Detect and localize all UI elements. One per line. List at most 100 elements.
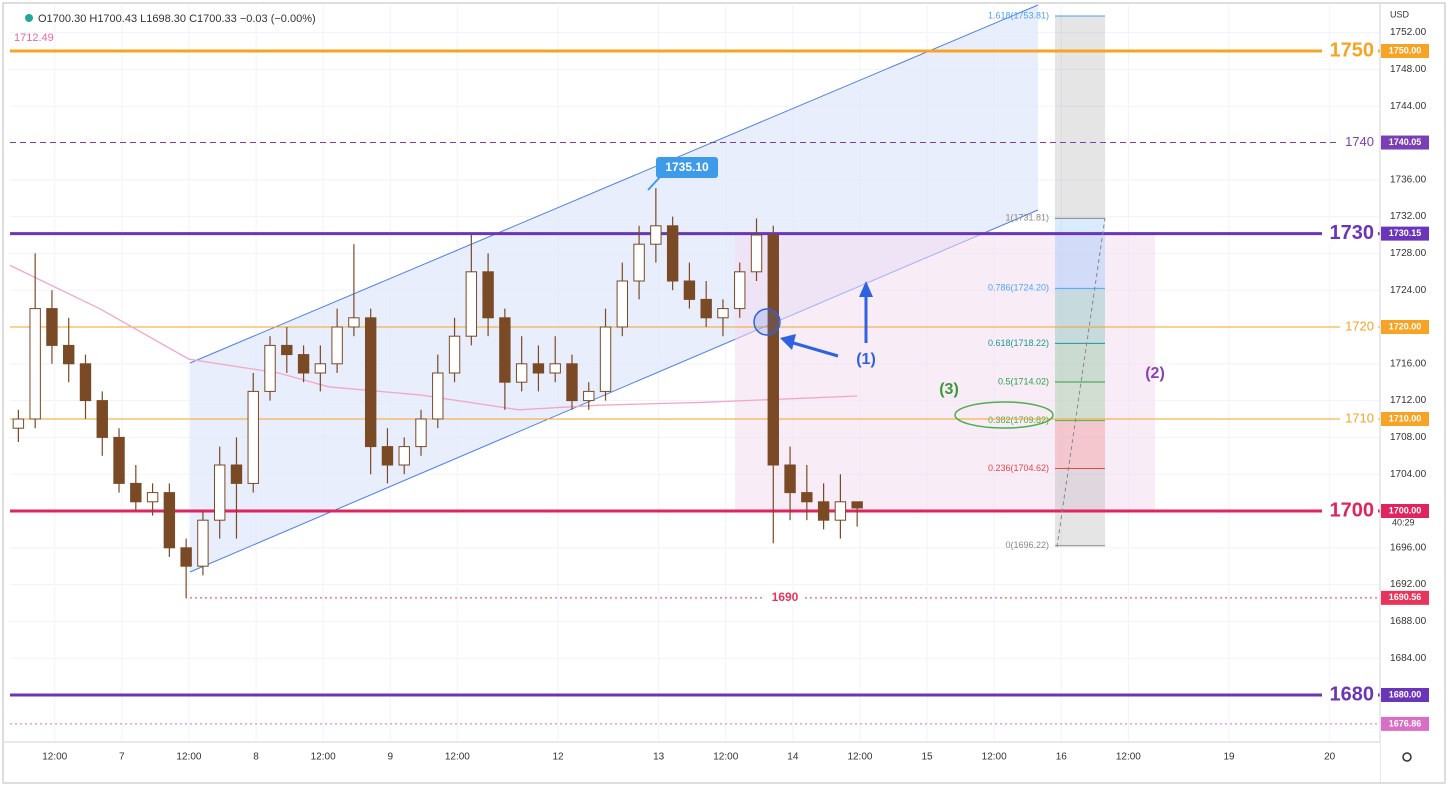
y-tick-label: 1732.00	[1390, 211, 1427, 222]
fib-band	[1055, 288, 1105, 344]
candle-body	[197, 519, 209, 567]
channel-fill	[190, 5, 1038, 572]
settings-icon[interactable]	[1402, 752, 1412, 762]
high-label: 1735.10	[665, 160, 709, 174]
price-badge	[1381, 44, 1429, 58]
candle-body	[650, 225, 662, 245]
candle-body	[415, 418, 427, 448]
fib-ellipse	[954, 401, 1054, 429]
x-tick-label: 15	[921, 752, 933, 763]
candle-body	[499, 317, 511, 383]
y-tick-label: 1748.00	[1390, 64, 1427, 75]
drawings	[189, 4, 1155, 573]
callout-pointer	[647, 176, 661, 191]
fib-label: 1.618(1753.81)	[988, 10, 1049, 20]
price-badge	[1381, 688, 1429, 702]
fib-label: 0.5(1714.02)	[998, 376, 1049, 386]
candle-body	[348, 317, 360, 328]
candle-body	[29, 308, 41, 420]
fib-band	[1055, 468, 1105, 546]
channel-upper	[189, 4, 1039, 364]
annotations: (1) (2) (3) 1735.10	[647, 157, 1165, 548]
candle-body	[683, 280, 696, 300]
candle-body	[146, 492, 159, 503]
y-tick-label: 1684.00	[1390, 653, 1427, 664]
candle-body	[448, 335, 461, 374]
x-tick-label: 12:00	[1116, 752, 1141, 763]
callout-box	[656, 157, 718, 178]
candle-body	[616, 280, 629, 328]
candle-body	[801, 492, 813, 503]
level-label: 1720	[1345, 318, 1374, 333]
candle-body	[398, 446, 410, 466]
price-badge	[1381, 716, 1429, 731]
candle-body	[734, 271, 746, 310]
candle-body	[12, 418, 25, 429]
candle-body	[583, 390, 595, 402]
candle-body	[113, 436, 125, 484]
price-badge-label: 1730.15	[1389, 228, 1422, 238]
fib-label: 0.236(1704.62)	[988, 463, 1049, 473]
label-bg	[1340, 135, 1378, 150]
candle-body	[666, 225, 679, 282]
candle-body	[834, 501, 847, 521]
label-bg	[765, 589, 805, 606]
x-tick-label: 12:00	[42, 752, 67, 763]
price-badge-label: 1710.00	[1389, 413, 1422, 423]
candle-body	[515, 363, 528, 383]
candle-body	[213, 464, 226, 521]
price-badge-label: 1690.56	[1389, 592, 1422, 602]
y-tick-label: 1692.00	[1390, 579, 1427, 590]
arrow	[789, 340, 839, 358]
annotation: (2)	[1145, 365, 1165, 382]
y-tick-label: 1688.00	[1390, 616, 1427, 627]
candle-body	[767, 234, 779, 466]
fib-label: 0.382(1709.82)	[988, 415, 1049, 425]
candle-body	[482, 271, 494, 319]
ma-value: 1712.49	[14, 32, 54, 44]
price-badge	[1381, 320, 1429, 334]
candle-body	[432, 372, 444, 420]
price-badge-label: 1700.00	[1389, 505, 1422, 515]
level-label: 1710	[1345, 410, 1374, 425]
label-bg	[1322, 222, 1378, 245]
level-label: 1690	[772, 590, 799, 604]
fib-band	[1055, 343, 1105, 383]
candle-body	[851, 501, 863, 509]
fib-label: 0.618(1718.22)	[988, 338, 1049, 348]
y-tick-label: 1708.00	[1390, 432, 1427, 443]
status-dot	[25, 14, 33, 22]
x-tick-label: 12	[552, 752, 564, 763]
candle-body	[717, 308, 729, 319]
x-tick-label: 8	[253, 752, 259, 763]
candle-body	[130, 482, 142, 503]
x-tick-label: 20	[1324, 752, 1336, 763]
candle-body	[247, 390, 259, 484]
x-tick-label: 12:00	[176, 752, 201, 763]
y-tick-label: 1696.00	[1390, 542, 1427, 553]
target-box	[735, 232, 1155, 511]
price-badge	[1381, 590, 1429, 605]
currency: USD	[1390, 9, 1410, 19]
x-tick-label: 14	[787, 752, 799, 763]
label-bg	[1322, 500, 1378, 522]
y-tick-label: 1704.00	[1390, 469, 1427, 480]
candle-body	[700, 298, 712, 319]
label-bg	[1340, 320, 1378, 334]
candle-body	[817, 501, 830, 521]
candle-body	[331, 326, 343, 365]
candle-body	[46, 308, 58, 346]
x-tick-label: 12:00	[713, 752, 738, 763]
price-badge	[1381, 135, 1429, 150]
candle-body	[784, 464, 796, 494]
y-tick-label: 1712.00	[1390, 395, 1427, 406]
candle-body	[532, 363, 545, 374]
candle-body	[566, 363, 578, 402]
y-tick-label: 1744.00	[1390, 101, 1427, 112]
fib-band	[1055, 420, 1105, 469]
candle-body	[465, 271, 478, 337]
x-tick-label: 9	[387, 752, 393, 763]
annotation: (3)	[939, 381, 959, 398]
x-tick-label: 12:00	[311, 752, 336, 763]
